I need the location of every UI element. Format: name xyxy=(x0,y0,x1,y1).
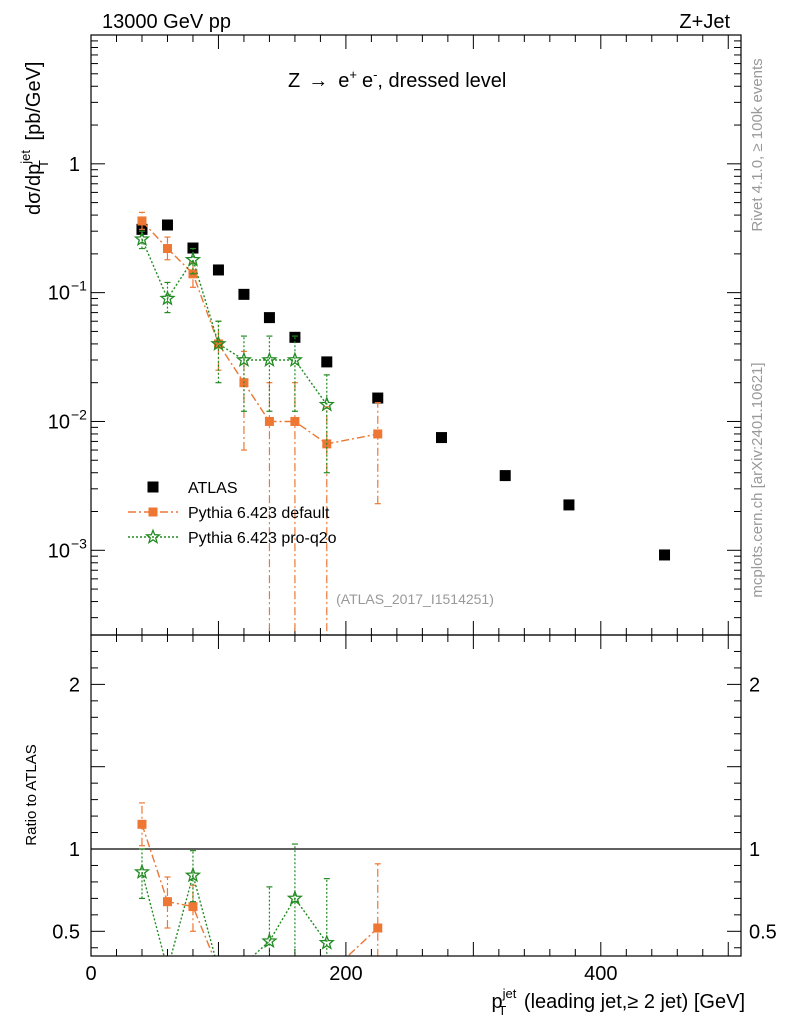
y-tick-label: 10 xyxy=(48,540,70,562)
ratio-proq2o-point xyxy=(161,962,174,974)
legend: ATLAS Pythia 6.423 default Pythia 6.423 pr… xyxy=(128,480,337,547)
y-tick-label: 10 xyxy=(48,411,70,433)
default-point xyxy=(162,244,172,254)
ratio-proq2o-point xyxy=(318,934,335,950)
header-process: Z+Jet xyxy=(679,11,730,33)
ratio-default-point xyxy=(137,819,147,829)
default-point xyxy=(137,216,147,226)
ratio-default-point xyxy=(373,923,383,933)
atlas-point xyxy=(263,312,275,324)
default-point xyxy=(290,416,300,426)
ratio-y-tick-label-right: 1 xyxy=(749,839,760,861)
x-tick-label: 400 xyxy=(584,963,617,985)
ratio-default-point xyxy=(162,897,172,907)
atlas-point xyxy=(238,288,250,300)
ratio-y-tick-label-right: 2 xyxy=(749,674,760,696)
legend-label-default: Pythia 6.423 default xyxy=(188,505,330,522)
ratio-panel-data xyxy=(133,802,383,993)
proq2o-point xyxy=(261,351,278,368)
ratio-default-point xyxy=(265,984,274,993)
rivet-label: Rivet 4.1.0, ≥ 100k events xyxy=(749,58,766,231)
ratio-default-point xyxy=(188,902,198,912)
proq2o-point xyxy=(210,335,227,351)
proq2o-line xyxy=(141,238,328,406)
ratio-y-tick-label: 1 xyxy=(69,839,80,861)
y-axis-title-ratio: Ratio to ATLAS xyxy=(23,744,40,845)
y-tick-label: 10 xyxy=(48,283,70,305)
ratio-proq2o-point xyxy=(243,955,245,956)
proq2o-point xyxy=(159,289,176,306)
x-tick-label: 0 xyxy=(85,963,96,985)
proq2o-point xyxy=(184,251,202,267)
ratio-default-point xyxy=(239,976,248,985)
atlas-point xyxy=(212,264,224,276)
ratio-proq2o-point xyxy=(286,889,304,906)
legend-marker-default xyxy=(148,507,158,517)
ratio-proq2o-point xyxy=(261,932,278,949)
ratio-y-tick-label-right: 0.5 xyxy=(749,921,777,943)
y-tick-exponent: −1 xyxy=(71,278,87,294)
header-energy: 13000 GeV pp xyxy=(102,11,231,33)
proq2o-point xyxy=(318,396,335,412)
y-tick-exponent: −2 xyxy=(71,406,87,422)
plot-title: Z → e+ e-, dressed level xyxy=(288,67,506,92)
legend-marker-proq2o xyxy=(144,528,162,545)
ratio-panel-frame xyxy=(90,634,742,957)
legend-marker-atlas xyxy=(147,481,159,493)
atlas-point xyxy=(659,549,671,561)
ratio-y-tick-label: 2 xyxy=(69,674,80,696)
proq2o-point xyxy=(286,351,304,368)
proq2o-point xyxy=(133,230,151,247)
legend-label-proq2o: Pythia 6.423 pro-q2o xyxy=(188,530,337,547)
mcplots-label: mcplots.cern.ch [arXiv:2401.10621] xyxy=(749,362,766,597)
legend-label-atlas: ATLAS xyxy=(188,480,238,497)
default-point xyxy=(373,429,383,439)
ratio-proq2o-point xyxy=(133,863,151,879)
ratio-default-point xyxy=(214,965,223,974)
default-point xyxy=(213,339,223,349)
default-point xyxy=(264,416,274,426)
ratio-default-point xyxy=(290,973,299,982)
x-axis-title: pjet T (leading jet,≥ 2 jet) [GeV] xyxy=(492,986,745,1018)
y-tick-label: 1 xyxy=(69,154,80,176)
main-panel-data xyxy=(133,211,671,635)
proq2o-point xyxy=(235,351,253,368)
default-line xyxy=(141,220,378,445)
ratio-y-tick-label: 0.5 xyxy=(52,921,80,943)
atlas-point xyxy=(563,499,575,511)
atlas-point xyxy=(321,356,333,368)
analysis-id: (ATLAS_2017_I1514251) xyxy=(336,591,494,607)
atlas-point xyxy=(499,470,511,482)
ratio-proq2o-point xyxy=(184,866,202,883)
atlas-point xyxy=(435,432,447,444)
ratio-proq2o-line xyxy=(141,871,328,956)
main-axis-ticks: 110−110−210−3 xyxy=(48,34,741,635)
ratio-axis-ticks: 0 200 400 0.5 0.5 1 1 2 2 xyxy=(52,634,777,985)
atlas-point xyxy=(372,392,384,404)
ratio-proq2o-point xyxy=(212,962,225,974)
atlas-point xyxy=(161,219,173,231)
y-axis-title-main: dσ/dpjetT [pb/GeV] xyxy=(18,62,51,215)
y-tick-exponent: −3 xyxy=(71,535,87,551)
x-tick-label: 200 xyxy=(329,963,362,985)
